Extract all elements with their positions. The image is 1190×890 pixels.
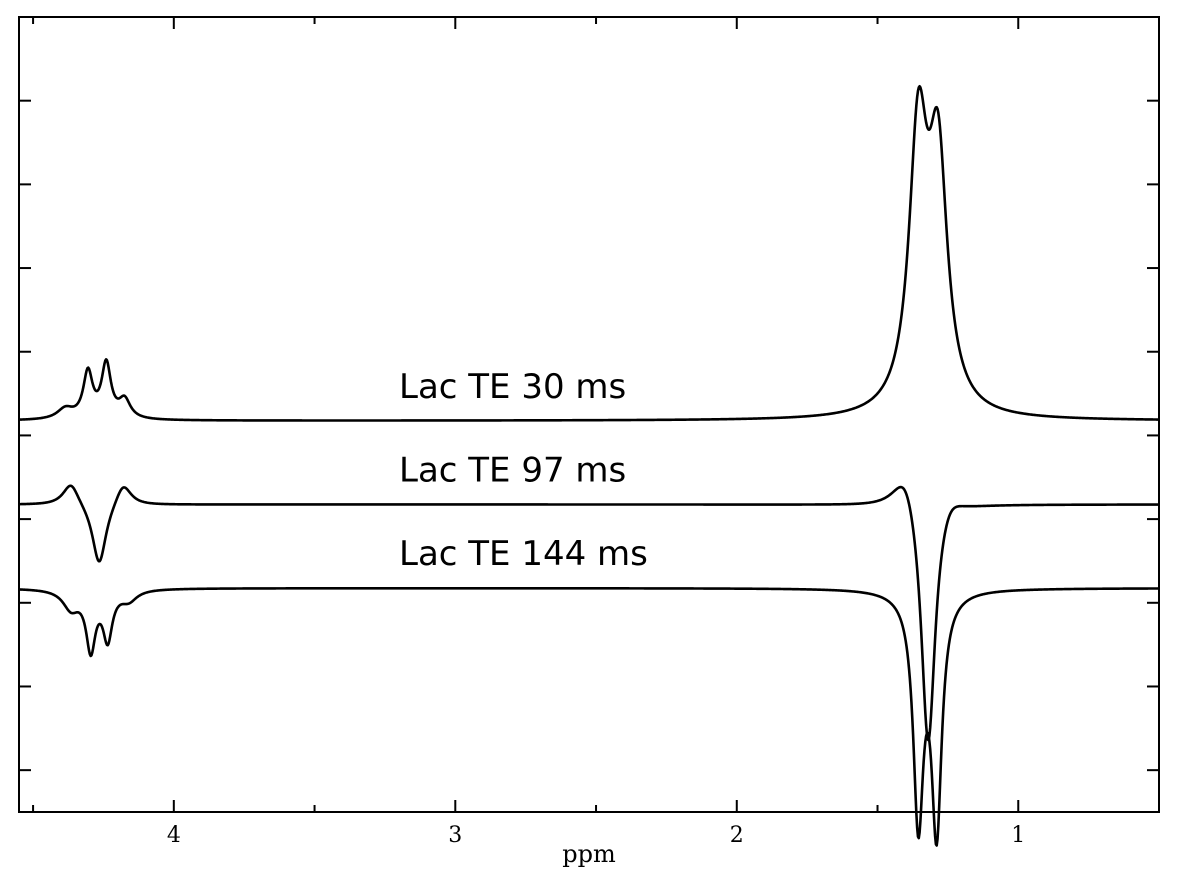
series-line-1 bbox=[18, 484, 1160, 742]
x-tick-label-0: 4 bbox=[167, 823, 181, 848]
series-labels: Lac TE 30 ms Lac TE 97 ms Lac TE 144 ms bbox=[399, 367, 648, 574]
x-tick-label-1: 3 bbox=[448, 823, 462, 848]
x-axis-ticks: 4 3 2 1 bbox=[32, 17, 1025, 848]
x-tick-label-3: 1 bbox=[1011, 823, 1025, 848]
series-line-0 bbox=[18, 84, 1160, 422]
x-tick-label-2: 2 bbox=[730, 823, 744, 848]
plot-frame bbox=[18, 16, 1160, 813]
x-axis-title: ppm bbox=[562, 840, 616, 868]
series-label-0: Lac TE 30 ms bbox=[399, 367, 626, 407]
series-label-2: Lac TE 144 ms bbox=[399, 534, 648, 574]
series-line-2 bbox=[18, 586, 1160, 847]
series-label-1: Lac TE 97 ms bbox=[399, 450, 626, 490]
y-axis-ticks bbox=[19, 99, 1159, 772]
series-group bbox=[18, 84, 1160, 847]
